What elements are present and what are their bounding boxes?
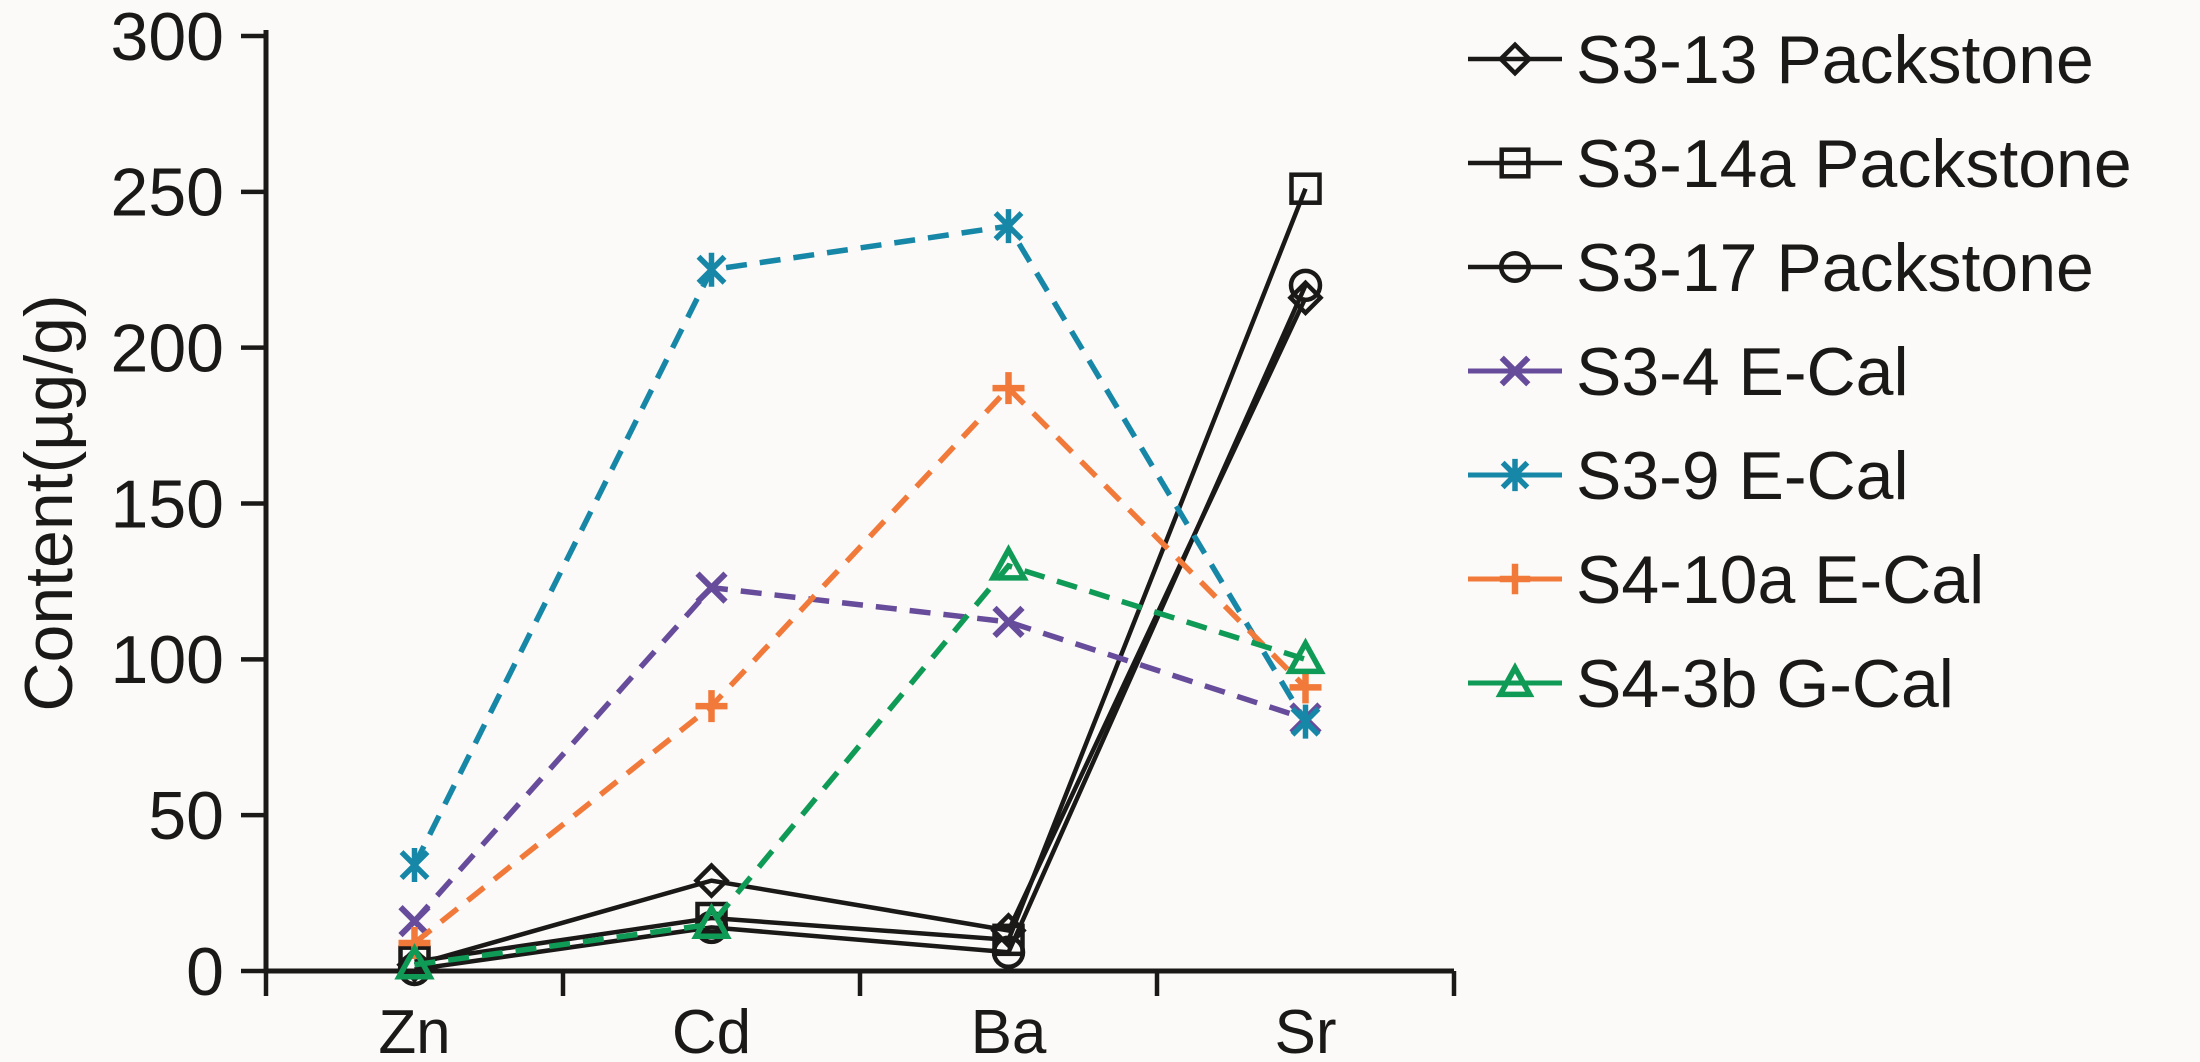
x-category-label: Cd (672, 998, 751, 1062)
data-point-s3-17-packstone-ba (991, 935, 1026, 970)
x-category-label: Ba (971, 998, 1047, 1062)
series-line-s3-14a-packstone (414, 187, 1308, 964)
legend-label: S3-4 E-Cal (1576, 334, 1909, 410)
data-point-s4-10a-e-cal-cd (695, 690, 728, 723)
data-point-s3-4-e-cal-zn (398, 905, 431, 938)
y-tick-label: 50 (148, 778, 224, 854)
series-line-s3-4-e-cal (412, 584, 1307, 923)
axes: 0 50 100 150 200 250 300 Zn Cd Ba Sr (111, 0, 1457, 1062)
series-line-s3-17-packstone (414, 284, 1308, 972)
y-tick-label: 0 (186, 934, 224, 1010)
series-group (394, 172, 1326, 987)
data-point-s4-3b-g-cal-sr (1285, 637, 1326, 675)
data-point-s3-13-packstone-cd (693, 862, 730, 899)
data-point-s4-10a-e-cal-sr (1289, 671, 1322, 704)
legend: S3-13 Packstone S3-14a Packstone S3-17 Pac… (1468, 22, 2132, 722)
series-s3-14a-packstone (398, 172, 1322, 978)
series-s4-10a-e-cal (398, 372, 1322, 959)
series-s4-3b-g-cal (394, 544, 1326, 980)
data-point-s4-3b-g-cal-cd (691, 902, 732, 939)
legend-marker-triangle (1495, 662, 1535, 698)
legend-label: S4-3b G-Cal (1576, 646, 1954, 722)
data-point-s4-10a-e-cal-ba (992, 372, 1025, 405)
y-tick-label: 250 (111, 155, 224, 231)
legend-marker-x (1499, 355, 1531, 387)
x-category-label: Zn (378, 998, 450, 1062)
data-point-s3-4-e-cal-ba (992, 605, 1025, 639)
legend-label: S3-14a Packstone (1576, 126, 2132, 202)
y-axis-title: Content(µg/g) (11, 294, 87, 711)
legend-item-s3-14a-packstone: S3-14a Packstone (1468, 126, 2132, 202)
legend-marker-plus (1499, 563, 1531, 595)
legend-marker-diamond (1497, 41, 1533, 77)
legend-item-s4-10a-e-cal: S4-10a E-Cal (1468, 542, 1984, 618)
y-tick-label: 150 (111, 466, 224, 542)
series-line-s3-13-packstone (413, 296, 1308, 967)
data-point-s3-4-e-cal-cd (695, 571, 728, 604)
legend-marker-asterisk (1500, 458, 1530, 492)
legend-label: S3-9 E-Cal (1576, 438, 1909, 514)
data-point-s4-3b-g-cal-ba (988, 544, 1029, 581)
legend-item-s3-4-e-cal: S3-4 E-Cal (1468, 334, 1909, 410)
legend-item-s4-3b-g-cal: S4-3b G-Cal (1468, 646, 1954, 722)
legend-marker-square (1499, 147, 1531, 179)
series-s3-13-packstone (396, 279, 1324, 983)
data-point-s3-14a-packstone-sr (1289, 172, 1322, 205)
y-tick-label: 200 (111, 310, 224, 386)
legend-label: S3-17 Packstone (1576, 230, 2094, 306)
x-category-label: Sr (1275, 998, 1337, 1062)
series-line-s4-10a-e-cal (412, 384, 1308, 946)
series-s3-9-e-cal (399, 209, 1321, 883)
data-point-s3-9-e-cal-zn (399, 848, 430, 883)
legend-label: S4-10a E-Cal (1576, 542, 1984, 618)
data-point-s3-9-e-cal-ba (993, 209, 1024, 244)
data-point-s3-9-e-cal-cd (696, 252, 727, 287)
y-tick-label: 100 (111, 622, 224, 698)
legend-marker-circle (1498, 250, 1532, 284)
legend-item-s3-9-e-cal: S3-9 E-Cal (1468, 438, 1909, 514)
legend-item-s3-13-packstone: S3-13 Packstone (1468, 22, 2094, 98)
y-tick-label: 300 (111, 0, 224, 75)
series-s3-4-e-cal (398, 571, 1322, 938)
legend-label: S3-13 Packstone (1576, 22, 2094, 98)
series-s3-17-packstone (397, 268, 1323, 987)
data-point-s3-17-packstone-sr (1288, 268, 1323, 303)
data-point-s4-3b-g-cal-zn (394, 943, 435, 980)
data-point-s3-9-e-cal-sr (1290, 704, 1321, 739)
series-line-s4-3b-g-cal (414, 562, 1307, 968)
legend-item-s3-17-packstone: S3-17 Packstone (1468, 230, 2094, 306)
